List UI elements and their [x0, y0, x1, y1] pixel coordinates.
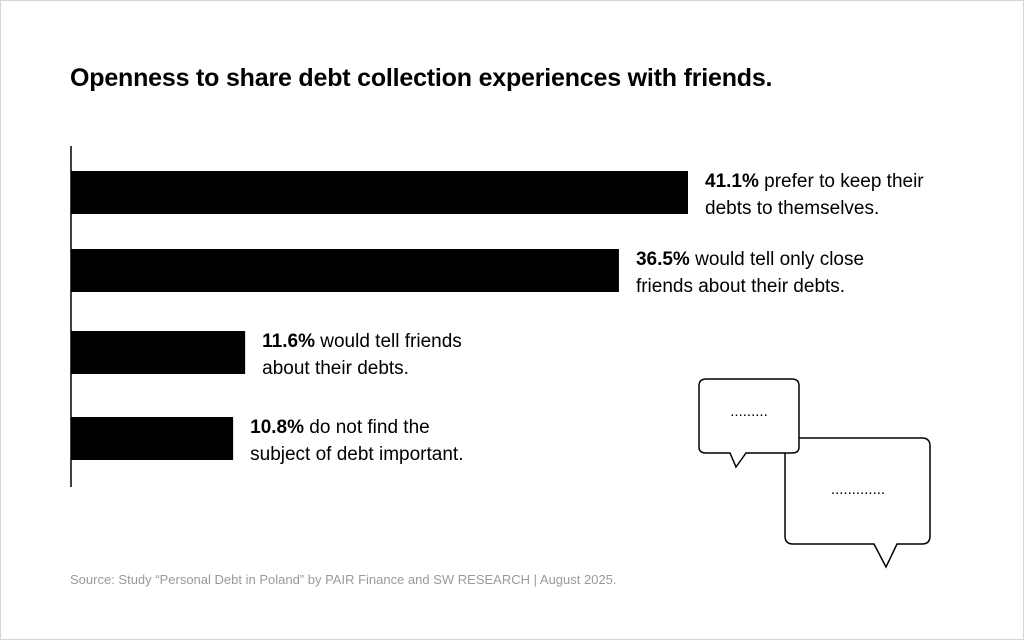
bar-description-line1: prefer to keep their	[758, 171, 924, 192]
bar-value-4: 10.8%	[250, 417, 304, 438]
bar-description-line1: do not find the	[304, 417, 430, 438]
bar-description-line2: subject of debt important.	[250, 444, 464, 465]
speech-bubble-large-dots: .............	[831, 481, 885, 498]
bar-description-line2: friends about their debts.	[635, 276, 846, 297]
source-note: Source: Study “Personal Debt in Poland” …	[70, 572, 617, 587]
bar-description-line1: would tell friends	[314, 331, 462, 352]
bar-description-line2: about their debts.	[262, 358, 409, 379]
bar-4	[71, 417, 234, 460]
bar-value-3: 11.6%	[262, 331, 315, 352]
bars-group	[71, 171, 688, 460]
bar-value-2: 36.5%	[635, 249, 690, 270]
bar-description-line1: would tell only close	[689, 249, 865, 270]
bar-label-4: 10.8% do not find the subject of debt imp…	[250, 414, 570, 468]
speech-bubbles-illustration: ......... .............	[698, 378, 931, 569]
speech-bubble-small-dots: .........	[730, 403, 768, 420]
bar-label-2: 36.5% would tell only close friends about…	[636, 246, 956, 300]
chart-title: Openness to share debt collection experi…	[70, 64, 773, 92]
bar-label-3: 11.6% would tell friends about their debt…	[262, 328, 582, 382]
bar-2	[71, 249, 619, 292]
speech-bubble-small	[698, 378, 800, 469]
bar-label-1: 41.1% prefer to keep their debts to thems…	[705, 168, 1024, 222]
bar-value-1: 41.1%	[705, 171, 759, 192]
bar-3	[71, 331, 246, 374]
bar-description-line2: debts to themselves.	[705, 198, 880, 219]
speech-bubble-large	[784, 437, 931, 569]
bar-1	[71, 171, 688, 214]
